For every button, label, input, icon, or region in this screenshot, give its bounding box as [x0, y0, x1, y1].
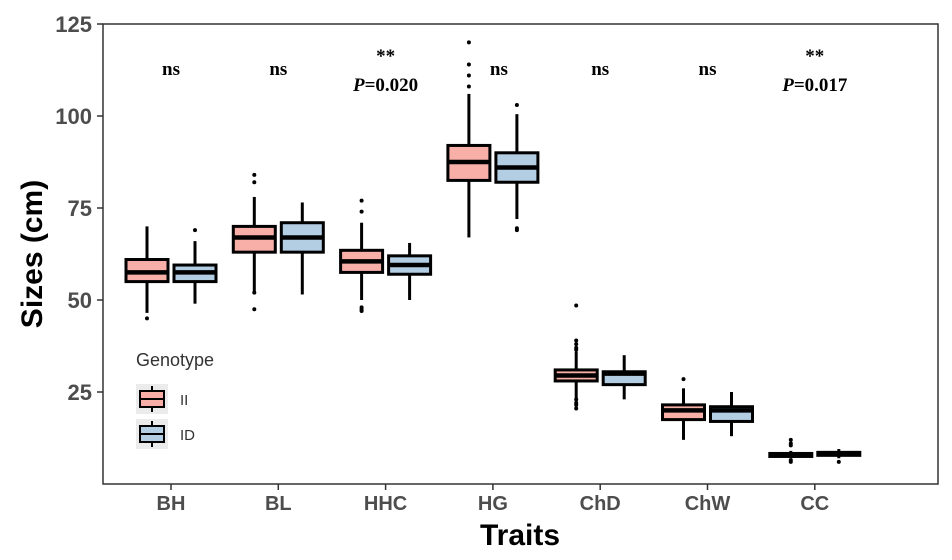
boxes-layer: [124, 40, 862, 464]
legend-key-ID: [136, 419, 168, 449]
x-tick-label: CC: [800, 493, 829, 515]
box-ID-HHC: [387, 242, 433, 300]
x-axis: BH BL HHC HG ChD ChW CC: [157, 484, 829, 515]
box-ID-ChW: [709, 392, 754, 437]
x-tick-label: HHC: [364, 493, 407, 515]
outlier-point: [359, 209, 364, 214]
outlier-point: [574, 338, 579, 343]
p-symbol: P: [781, 75, 794, 96]
p-symbol: P: [352, 75, 365, 96]
ns-label: ns: [591, 59, 609, 80]
x-tick-label: BL: [265, 493, 292, 515]
p-value-label: P=0.017: [781, 75, 848, 96]
ns-label: ns: [490, 59, 508, 80]
box-II-BL: [231, 172, 277, 312]
outlier-point: [514, 102, 519, 107]
box-ID-CC: [816, 449, 862, 464]
outlier-point: [359, 305, 364, 310]
legend-label: II: [180, 392, 188, 409]
outlier-point: [574, 401, 579, 406]
legend: Genotype II ID: [136, 350, 214, 449]
outlier-point: [574, 406, 579, 411]
x-tick-label: ChD: [580, 493, 621, 515]
significance-stars: **: [805, 46, 824, 67]
outlier-point: [788, 437, 793, 442]
outlier-point: [252, 172, 257, 177]
p-value: =0.020: [365, 75, 419, 96]
box-II-ChD: [553, 303, 599, 411]
box-ID-ChD: [601, 355, 647, 400]
x-tick-label: HG: [478, 493, 508, 515]
box-ID-BL: [279, 202, 325, 295]
outlier-point: [788, 441, 793, 446]
plot-panel: [102, 23, 939, 485]
ns-label: ns: [269, 59, 287, 80]
legend-key-II: [136, 384, 168, 414]
outlier-point: [466, 40, 471, 45]
outlier-point: [466, 62, 471, 67]
outlier-point: [836, 459, 841, 464]
ns-label: ns: [699, 59, 717, 80]
legend-label: ID: [180, 427, 195, 444]
y-axis: 25 50 75 100 125: [55, 12, 103, 405]
box-II-ChW: [661, 377, 706, 440]
y-tick-label: 125: [55, 12, 92, 37]
outlier-point: [574, 397, 579, 402]
box-II-HHC: [339, 198, 385, 314]
outlier-point: [359, 198, 364, 203]
outlier-point: [514, 226, 519, 231]
x-axis-title: Traits: [480, 519, 560, 552]
outlier-point: [681, 377, 686, 382]
outlier-point: [145, 316, 149, 321]
outlier-point: [252, 180, 257, 185]
y-tick-label: 50: [68, 288, 92, 313]
outlier-point: [574, 303, 579, 308]
x-tick-label: BH: [157, 493, 186, 515]
p-value-label: P=0.020: [352, 75, 418, 96]
box-ID-BH: [172, 228, 218, 304]
box-II-BH: [124, 226, 170, 321]
y-tick-label: 100: [55, 104, 92, 129]
outlier-point: [788, 458, 793, 463]
ns-label: ns: [162, 59, 180, 80]
outlier-point: [193, 228, 197, 233]
y-axis-title: Sizes (cm): [16, 180, 49, 328]
outlier-point: [252, 290, 257, 295]
outlier-point: [466, 84, 471, 89]
box-II-CC: [768, 437, 814, 464]
box-II-HG: [446, 40, 492, 238]
p-value: =0.017: [794, 75, 848, 96]
outlier-point: [574, 342, 579, 347]
legend-title: Genotype: [136, 350, 214, 370]
y-tick-label: 75: [68, 196, 92, 221]
box-ID-HG: [494, 102, 540, 233]
outlier-point: [574, 345, 579, 350]
x-tick-label: ChW: [685, 493, 731, 515]
y-tick-label: 25: [68, 380, 92, 405]
significance-stars: **: [376, 46, 395, 67]
outlier-point: [466, 73, 471, 78]
outlier-point: [252, 307, 257, 312]
